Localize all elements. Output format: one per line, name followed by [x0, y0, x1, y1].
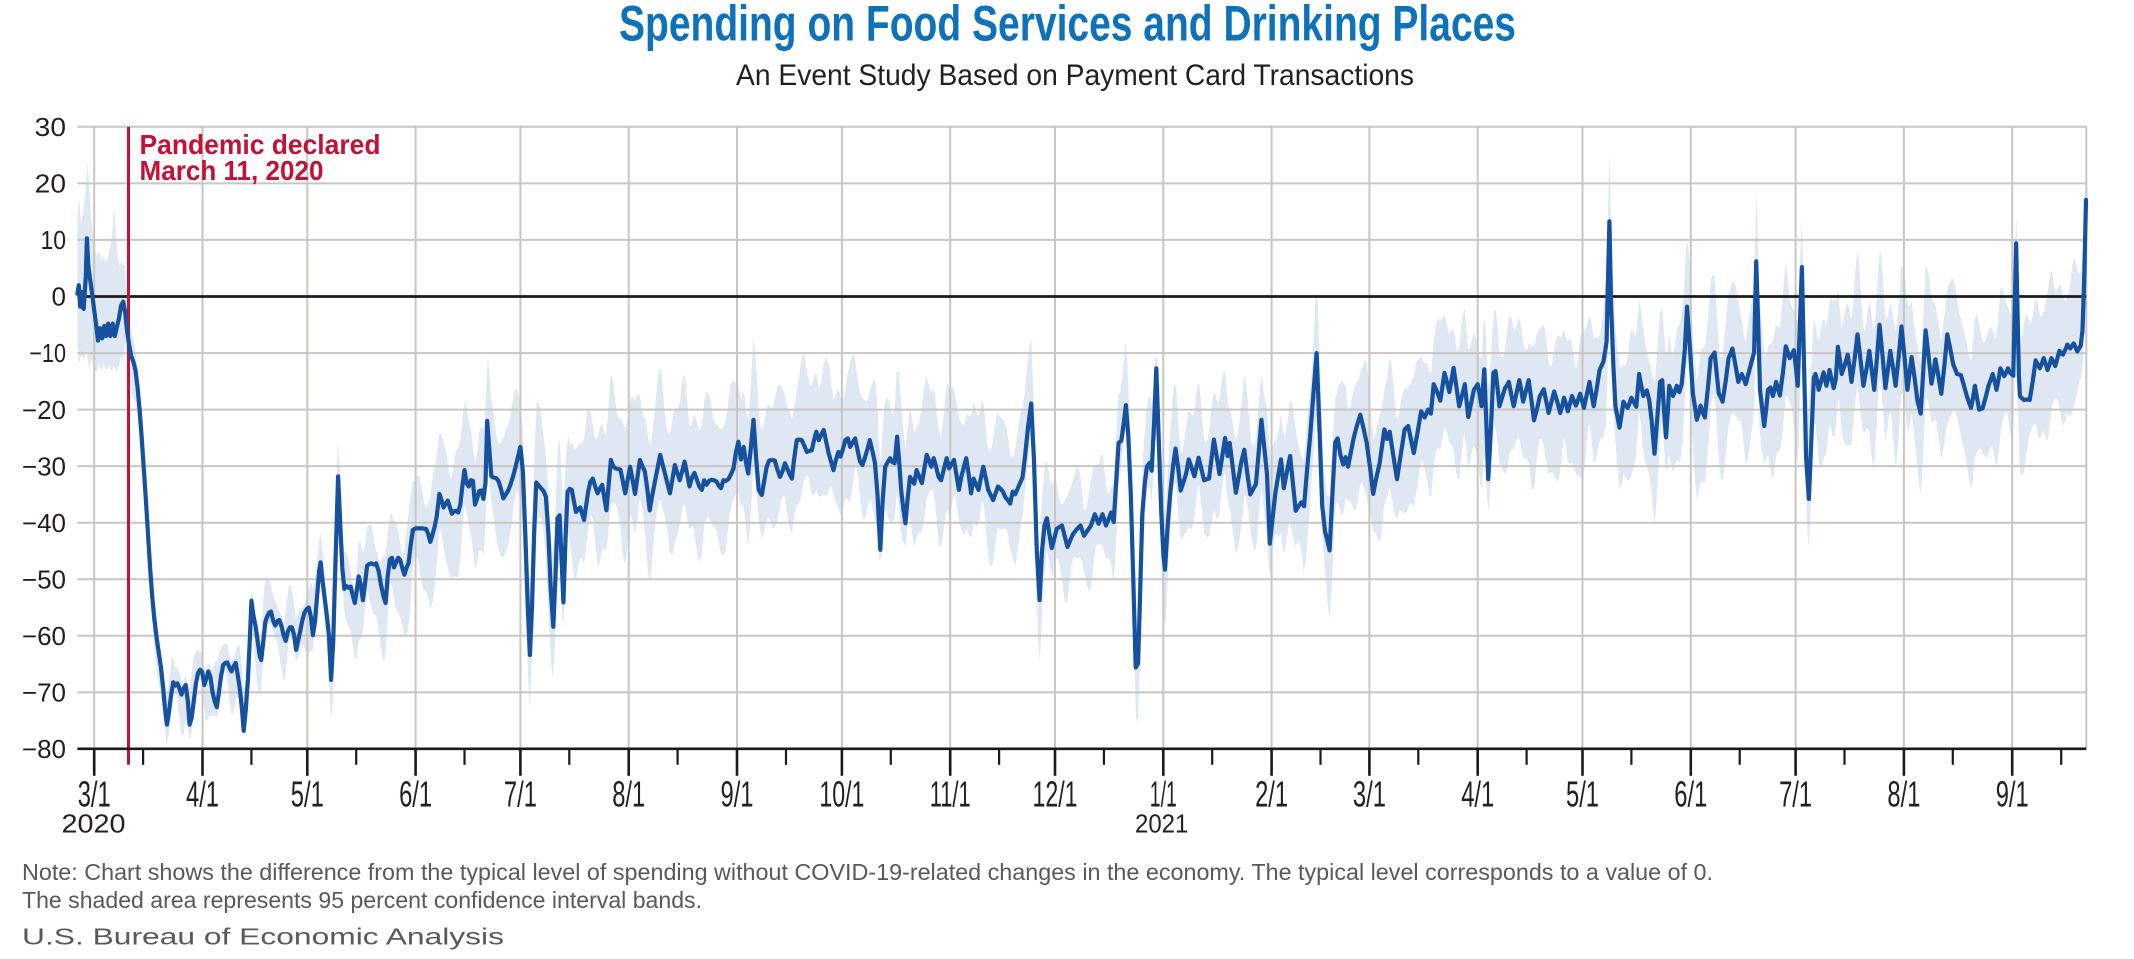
svg-text:−40: −40	[22, 508, 66, 538]
svg-text:7/1: 7/1	[504, 774, 537, 815]
svg-text:8/1: 8/1	[1887, 774, 1920, 815]
svg-text:Pandemic declared: Pandemic declared	[140, 129, 381, 160]
svg-text:2/1: 2/1	[1255, 774, 1288, 815]
svg-text:7/1: 7/1	[1779, 774, 1812, 815]
svg-text:5/1: 5/1	[291, 774, 324, 815]
svg-text:−10: −10	[29, 338, 66, 368]
svg-text:−70: −70	[22, 678, 66, 708]
svg-text:20: 20	[35, 169, 66, 199]
svg-text:−80: −80	[22, 734, 66, 764]
svg-text:6/1: 6/1	[399, 774, 432, 815]
svg-text:12/1: 12/1	[1033, 774, 1078, 815]
svg-text:An Event Study Based on Paymen: An Event Study Based on Payment Card Tra…	[736, 59, 1414, 92]
svg-text:6/1: 6/1	[1674, 774, 1707, 815]
svg-text:30: 30	[35, 112, 66, 142]
svg-text:March 11, 2020: March 11, 2020	[140, 155, 324, 186]
svg-text:−20: −20	[22, 395, 66, 425]
svg-text:4/1: 4/1	[186, 774, 219, 815]
svg-text:5/1: 5/1	[1566, 774, 1599, 815]
svg-text:0: 0	[52, 282, 66, 312]
svg-text:10/1: 10/1	[819, 774, 864, 815]
svg-text:11/1: 11/1	[930, 774, 971, 815]
svg-text:The shaded area represents 95: The shaded area represents 95 percent co…	[22, 887, 702, 913]
svg-text:−60: −60	[22, 621, 66, 651]
svg-text:9/1: 9/1	[1996, 774, 2029, 815]
svg-text:4/1: 4/1	[1461, 774, 1494, 815]
svg-text:−30: −30	[22, 451, 66, 481]
svg-text:3/1: 3/1	[78, 774, 111, 815]
svg-text:3/1: 3/1	[1353, 774, 1386, 815]
svg-text:Spending on Food Services and: Spending on Food Services and Drinking P…	[619, 0, 1516, 52]
svg-text:9/1: 9/1	[721, 774, 754, 815]
svg-text:Note: Chart shows the differen: Note: Chart shows the difference from th…	[22, 859, 1713, 885]
svg-text:10: 10	[41, 225, 67, 255]
svg-text:U.S. Bureau of Economic Analys: U.S. Bureau of Economic Analysis	[22, 923, 504, 949]
svg-text:1/1: 1/1	[1150, 774, 1177, 815]
svg-text:2020: 2020	[62, 809, 126, 839]
svg-text:−50: −50	[22, 565, 66, 595]
svg-text:8/1: 8/1	[612, 774, 645, 815]
svg-text:2021: 2021	[1135, 809, 1188, 839]
